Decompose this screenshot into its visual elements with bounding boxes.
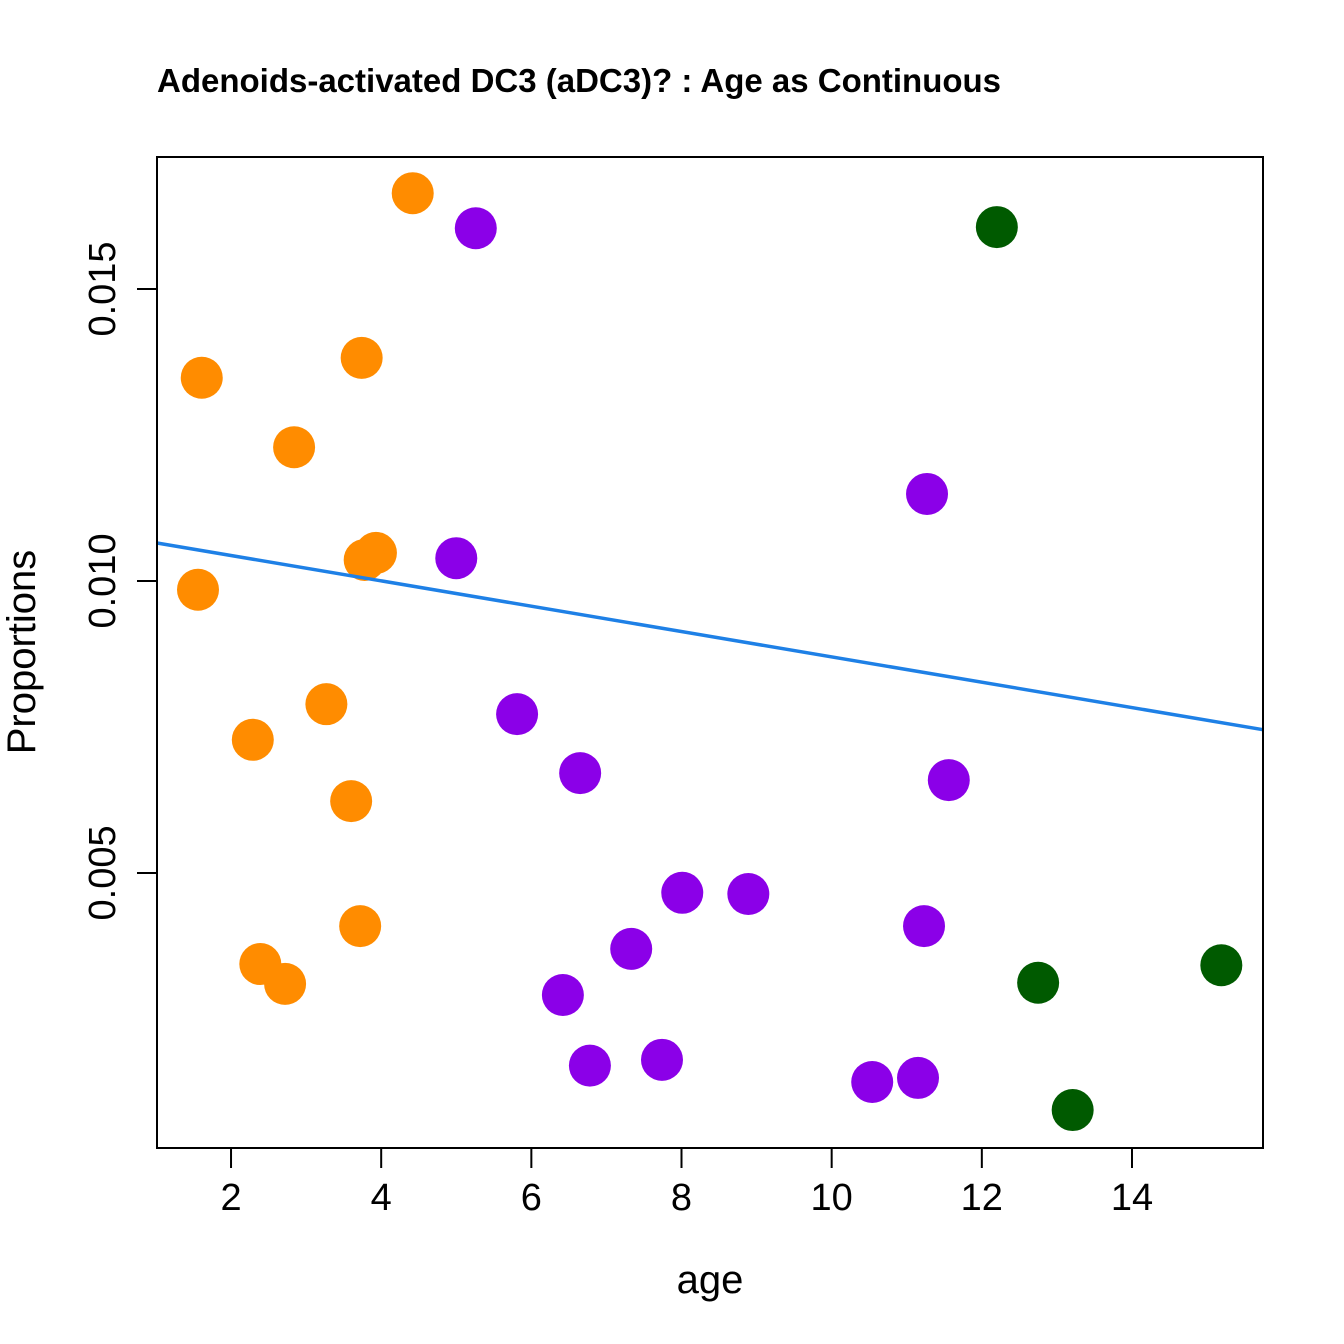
data-point-group-green [1200,944,1243,987]
x-tick-label: 6 [521,1177,542,1219]
data-points [176,172,1243,1132]
data-point-group-purple [610,927,653,970]
data-point-group-purple [640,1038,683,1081]
data-point-group-orange [273,426,316,469]
data-point-group-orange [305,683,348,726]
data-point-group-green [1017,961,1060,1004]
data-point-group-purple [541,973,584,1016]
data-point-group-purple [906,472,949,515]
data-point-group-purple [903,905,946,948]
data-point-group-green [1051,1089,1094,1132]
y-tick-label: 0.010 [82,533,124,628]
data-point-group-green [975,206,1018,249]
x-tick-label: 2 [220,1177,241,1219]
chart-title: Adenoids-activated DC3 (aDC3)? : Age as … [157,62,1001,99]
x-tick-label: 10 [811,1177,853,1219]
data-point-group-orange [343,538,386,581]
data-point-group-purple [496,693,539,736]
data-point-group-orange [330,780,373,823]
y-tick-label: 0.015 [82,241,124,336]
data-point-group-purple [568,1044,611,1087]
data-point-group-purple [454,207,497,250]
data-point-group-purple [897,1056,940,1099]
data-point-group-orange [391,172,434,215]
regression-line-group [156,541,1264,732]
data-point-group-orange [340,336,383,379]
x-tick-label: 4 [371,1177,392,1219]
y-axis: 0.005 0.010 0.015 [82,241,158,920]
data-point-group-orange [180,356,223,399]
data-point-group-purple [727,872,770,915]
x-axis: 2 4 6 8 10 12 14 [220,1147,1153,1219]
x-axis-label: age [677,1258,744,1302]
data-point-group-orange [264,962,307,1005]
data-point-group-purple [851,1061,894,1104]
data-point-group-orange [231,718,274,761]
y-tick-label: 0.005 [82,825,124,920]
data-point-group-orange [339,905,382,948]
data-point-group-purple [661,871,704,914]
x-tick-label: 12 [961,1177,1003,1219]
data-point-group-orange [176,568,219,611]
data-point-group-purple [927,759,970,802]
y-axis-label: Proportions [0,550,44,755]
regression-line [156,541,1264,732]
data-point-group-purple [559,752,602,795]
plot-frame [156,156,1264,1149]
x-tick-label: 14 [1111,1177,1153,1219]
x-tick-label: 8 [671,1177,692,1219]
data-point-group-purple [435,537,478,580]
